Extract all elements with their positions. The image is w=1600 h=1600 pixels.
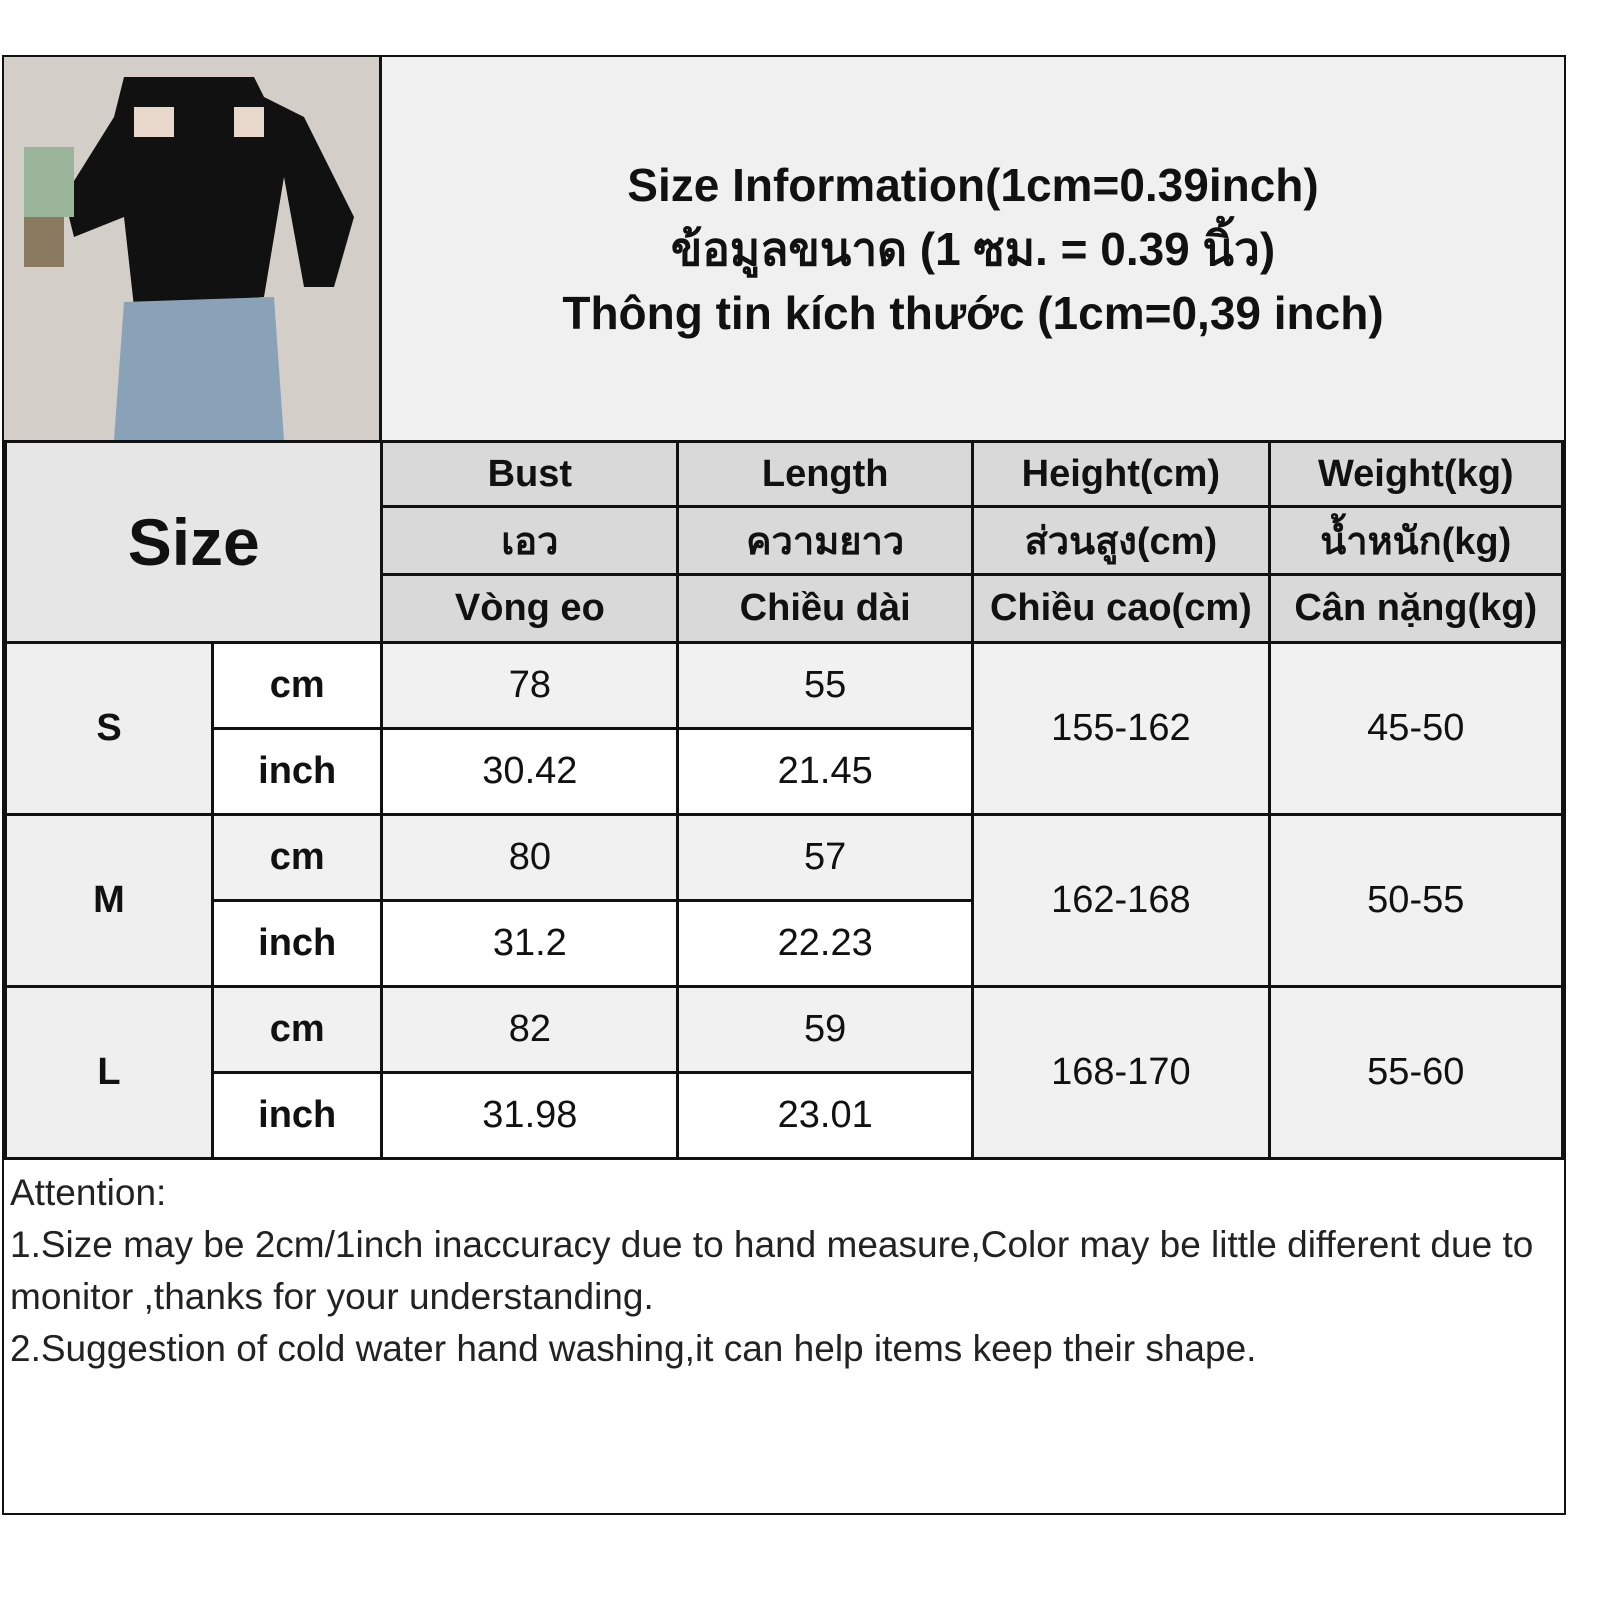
size-table: Size Bust Length Height(cm) Weight(kg) เ… <box>3 440 1565 1160</box>
length-inch: 21.45 <box>676 727 975 816</box>
col-length-th: ความยาว <box>676 505 975 576</box>
size-label: S <box>4 641 214 816</box>
table-row: S cm 78 55 155-162 45-50 <box>4 641 1565 816</box>
bust-cm: 82 <box>380 985 680 1074</box>
title-vietnamese: Thông tin kích thước (1cm=0,39 inch) <box>562 286 1384 339</box>
length-inch: 22.23 <box>676 899 975 988</box>
col-height-th: ส่วนสูง(cm) <box>971 505 1271 576</box>
col-weight-en: Weight(kg) <box>1267 440 1565 508</box>
length-inch: 23.01 <box>676 1071 975 1160</box>
col-weight-th: น้ำหนัก(kg) <box>1267 505 1565 576</box>
weight-range: 50-55 <box>1267 813 1565 988</box>
attention-note: 1.Size may be 2cm/1inch inaccuracy due t… <box>10 1224 1534 1317</box>
size-label: M <box>4 813 214 988</box>
weight-range: 45-50 <box>1267 641 1565 816</box>
title-thai: ข้อมูลขนาด (1 ซม. = 0.39 นิ้ว) <box>670 222 1276 275</box>
weight-range: 55-60 <box>1267 985 1565 1160</box>
table-row: L cm 82 59 168-170 55-60 <box>4 985 1565 1160</box>
unit-cm: cm <box>210 985 384 1074</box>
unit-cm: cm <box>210 813 384 902</box>
height-range: 155-162 <box>971 641 1271 816</box>
length-cm: 57 <box>676 813 975 902</box>
table-row: inch 31.2 22.23 <box>6 899 1563 988</box>
height-range: 162-168 <box>971 813 1271 988</box>
table-row: inch 30.42 21.45 <box>6 727 1563 816</box>
size-label: L <box>4 985 214 1160</box>
col-weight-vi: Cân nặng(kg) <box>1267 573 1565 644</box>
col-bust-th: เอว <box>380 505 680 576</box>
bust-cm: 78 <box>380 641 680 730</box>
size-header: Size <box>3 440 384 644</box>
size-chart: Size Information(1cm=0.39inch) ข้อมูลขนา… <box>2 55 1566 1515</box>
col-height-en: Height(cm) <box>971 440 1271 508</box>
col-bust-en: Bust <box>380 440 680 508</box>
col-bust-vi: Vòng eo <box>380 573 680 644</box>
unit-inch: inch <box>210 899 384 988</box>
unit-cm: cm <box>210 641 384 730</box>
bust-inch: 31.2 <box>380 899 680 988</box>
bust-inch: 31.98 <box>380 1071 680 1160</box>
col-length-en: Length <box>676 440 975 508</box>
title-block: Size Information(1cm=0.39inch) ข้อมูลขนา… <box>382 57 1564 440</box>
attention-note: 2.Suggestion of cold water hand washing,… <box>10 1328 1257 1369</box>
attention-heading: Attention: <box>10 1172 167 1213</box>
col-height-vi: Chiều cao(cm) <box>971 573 1271 644</box>
attention-notes: Attention: 1.Size may be 2cm/1inch inacc… <box>10 1167 1556 1375</box>
col-length-vi: Chiều dài <box>676 573 975 644</box>
length-cm: 55 <box>676 641 975 730</box>
table-row: M cm 80 57 162-168 50-55 <box>4 813 1565 988</box>
height-range: 168-170 <box>971 985 1271 1160</box>
table-row: inch 31.98 23.01 <box>6 1071 1563 1160</box>
bust-cm: 80 <box>380 813 680 902</box>
title-english: Size Information(1cm=0.39inch) <box>627 158 1319 211</box>
unit-inch: inch <box>210 1071 384 1160</box>
bust-inch: 30.42 <box>380 727 680 816</box>
length-cm: 59 <box>676 985 975 1074</box>
unit-inch: inch <box>210 727 384 816</box>
product-photo <box>4 57 382 440</box>
